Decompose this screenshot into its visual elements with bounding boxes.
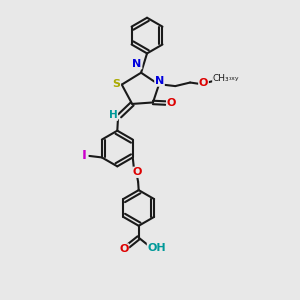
Text: S: S <box>112 79 120 89</box>
Text: O: O <box>133 167 142 177</box>
Text: O: O <box>119 244 128 254</box>
Text: I: I <box>82 149 86 162</box>
Text: O: O <box>167 98 176 108</box>
Text: OH: OH <box>147 243 166 253</box>
Text: N: N <box>155 76 164 86</box>
Text: N: N <box>132 59 142 69</box>
Text: methoxy: methoxy <box>212 76 239 82</box>
Text: H: H <box>109 110 118 120</box>
Text: O: O <box>199 77 208 88</box>
Text: CH₃: CH₃ <box>212 74 229 83</box>
